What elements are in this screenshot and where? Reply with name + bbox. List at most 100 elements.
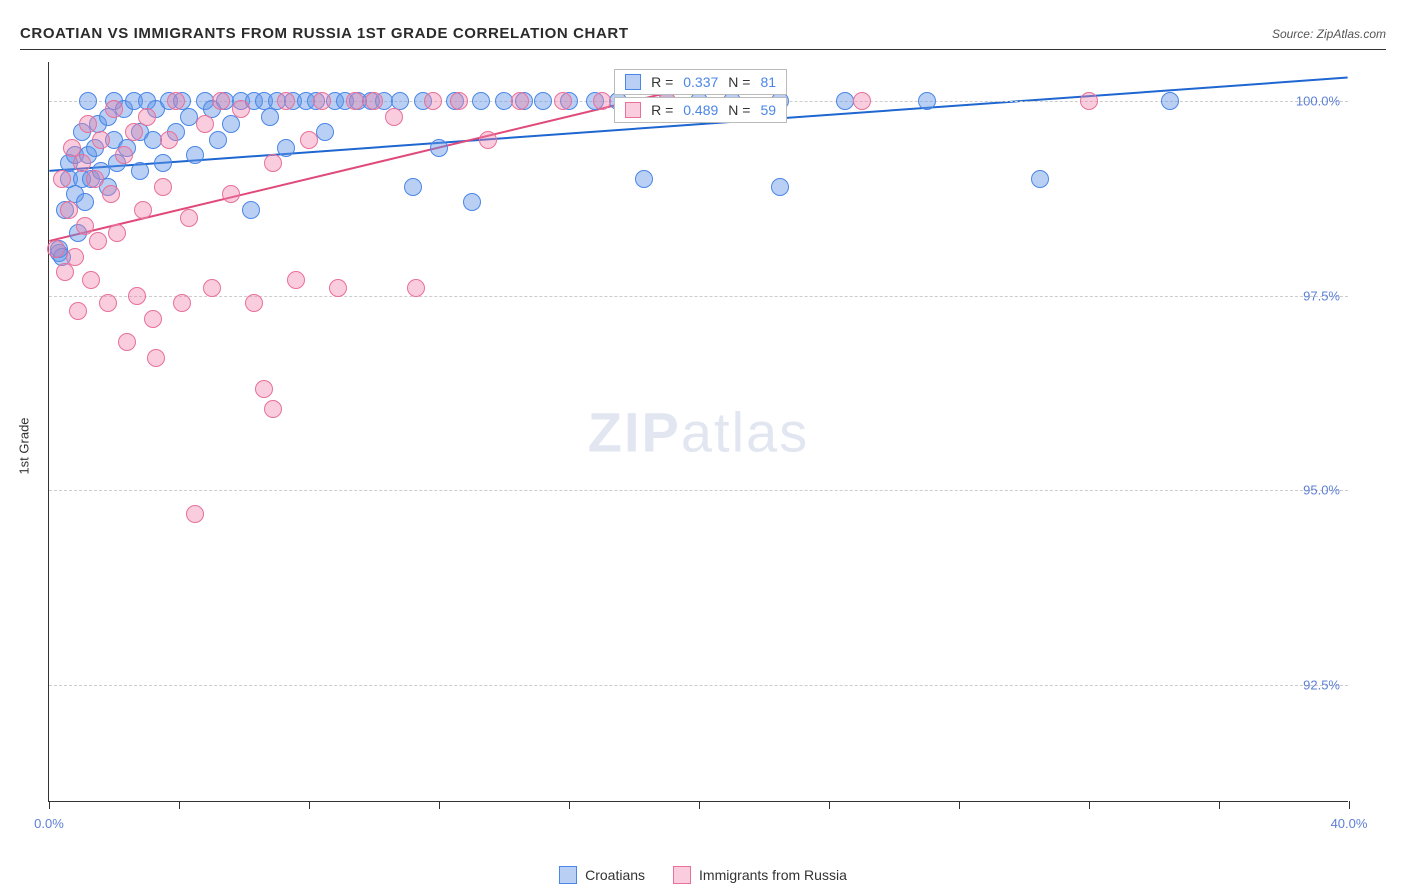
plot-area: ZIPatlas 92.5%95.0%97.5%100.0%0.0%40.0%R… (48, 62, 1348, 802)
data-point (180, 209, 198, 227)
data-point (69, 302, 87, 320)
x-tick-minor (439, 801, 440, 809)
stat-box: R =0.489N =59 (614, 97, 787, 123)
source-label: Source: ZipAtlas.com (1272, 27, 1386, 41)
data-point (277, 92, 295, 110)
stat-r-value: 0.337 (683, 74, 718, 90)
data-point (424, 92, 442, 110)
x-tick (1349, 801, 1350, 809)
data-point (329, 279, 347, 297)
data-point (479, 131, 497, 149)
data-point (472, 92, 490, 110)
data-point (771, 178, 789, 196)
data-point (463, 193, 481, 211)
data-point (144, 310, 162, 328)
data-point (242, 201, 260, 219)
x-tick-minor (309, 801, 310, 809)
y-tick-label: 100.0% (1296, 93, 1340, 108)
data-point (73, 154, 91, 172)
data-point (147, 349, 165, 367)
stat-swatch (625, 74, 641, 90)
x-tick-minor (1219, 801, 1220, 809)
data-point (264, 400, 282, 418)
data-point (173, 294, 191, 312)
x-tick-minor (179, 801, 180, 809)
data-point (196, 115, 214, 133)
chart-title: CROATIAN VS IMMIGRANTS FROM RUSSIA 1ST G… (20, 25, 629, 42)
data-point (287, 271, 305, 289)
data-point (186, 505, 204, 523)
data-point (131, 162, 149, 180)
data-point (118, 333, 136, 351)
data-point (385, 108, 403, 126)
stat-r-value: 0.489 (683, 102, 718, 118)
legend-label-croatians: Croatians (585, 867, 645, 883)
data-point (105, 100, 123, 118)
data-point (99, 294, 117, 312)
data-point (1161, 92, 1179, 110)
watermark: ZIPatlas (588, 399, 809, 464)
data-point (853, 92, 871, 110)
x-tick-label: 40.0% (1331, 816, 1368, 831)
data-point (56, 263, 74, 281)
gridline (49, 296, 1348, 297)
data-point (92, 131, 110, 149)
chart-container: CROATIAN VS IMMIGRANTS FROM RUSSIA 1ST G… (0, 0, 1406, 892)
legend-swatch-russia (673, 866, 691, 884)
data-point (316, 123, 334, 141)
y-axis-label: 1st Grade (17, 417, 32, 474)
data-point (79, 92, 97, 110)
data-point (404, 178, 422, 196)
data-point (212, 92, 230, 110)
data-point (82, 271, 100, 289)
data-point (635, 170, 653, 188)
stat-n-value: 81 (760, 74, 776, 90)
data-point (534, 92, 552, 110)
data-point (430, 139, 448, 157)
data-point (160, 131, 178, 149)
data-point (593, 92, 611, 110)
stat-swatch (625, 102, 641, 118)
data-point (203, 279, 221, 297)
data-point (918, 92, 936, 110)
stat-r-label: R = (651, 74, 673, 90)
data-point (554, 92, 572, 110)
y-tick-label: 97.5% (1303, 288, 1340, 303)
data-point (232, 100, 250, 118)
data-point (346, 92, 364, 110)
data-point (186, 146, 204, 164)
x-tick-minor (1089, 801, 1090, 809)
data-point (245, 294, 263, 312)
data-point (222, 185, 240, 203)
data-point (222, 115, 240, 133)
data-point (407, 279, 425, 297)
data-point (313, 92, 331, 110)
data-point (1031, 170, 1049, 188)
gridline (49, 685, 1348, 686)
data-point (115, 146, 133, 164)
watermark-bold: ZIP (588, 400, 681, 463)
legend-swatch-croatians (559, 866, 577, 884)
data-point (89, 232, 107, 250)
data-point (209, 131, 227, 149)
data-point (277, 139, 295, 157)
data-point (53, 170, 71, 188)
gridline (49, 490, 1348, 491)
data-point (511, 92, 529, 110)
data-point (138, 108, 156, 126)
legend-item-croatians: Croatians (559, 866, 645, 884)
data-point (300, 131, 318, 149)
x-tick-minor (829, 801, 830, 809)
data-point (79, 115, 97, 133)
x-tick-minor (569, 801, 570, 809)
data-point (134, 201, 152, 219)
data-point (108, 224, 126, 242)
x-tick-minor (699, 801, 700, 809)
legend-item-russia: Immigrants from Russia (673, 866, 847, 884)
data-point (450, 92, 468, 110)
data-point (255, 380, 273, 398)
data-point (102, 185, 120, 203)
data-point (154, 154, 172, 172)
y-tick-label: 92.5% (1303, 678, 1340, 693)
stat-box: R =0.337N =81 (614, 69, 787, 95)
